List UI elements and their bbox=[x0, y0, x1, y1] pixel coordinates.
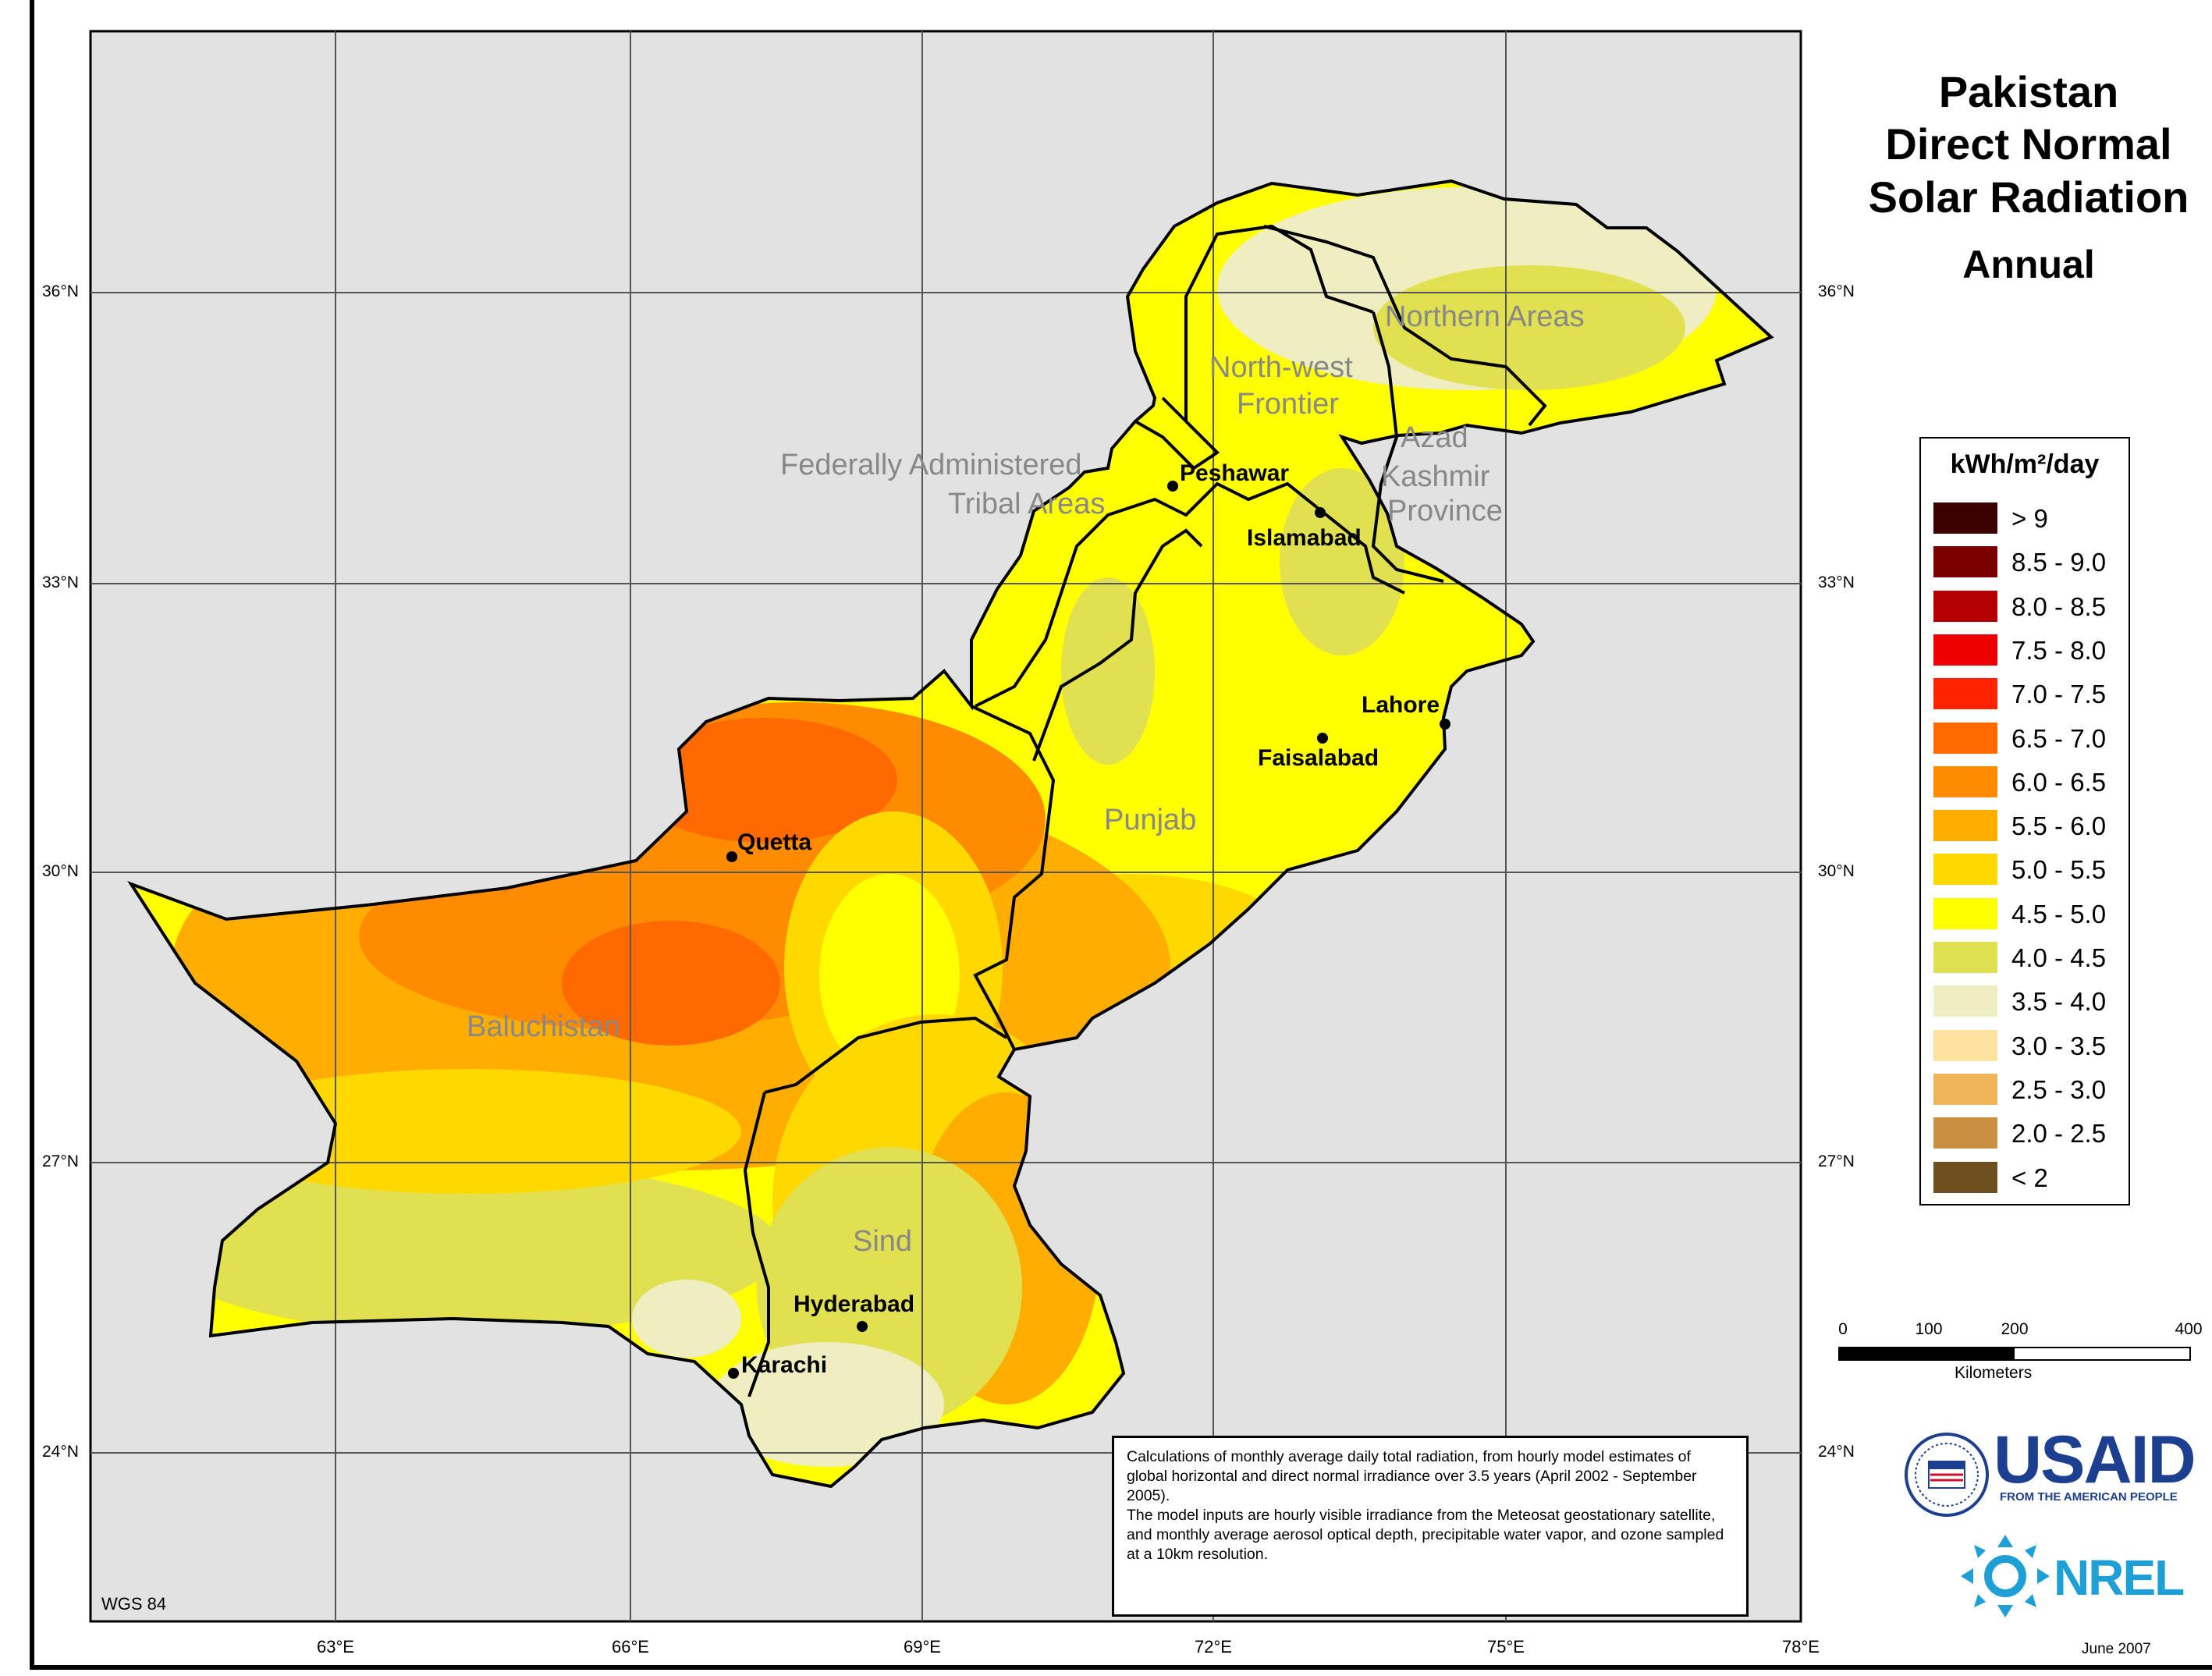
lon-label: 66°E bbox=[612, 1637, 649, 1656]
frame-bottom-line bbox=[30, 1665, 2212, 1670]
city-label-faisalabad: Faisalabad bbox=[1258, 745, 1379, 771]
legend-swatch bbox=[1933, 1117, 1997, 1149]
legend-label: 7.0 - 7.5 bbox=[2011, 680, 2107, 709]
region-label-northern-areas: Northern Areas bbox=[1385, 300, 1585, 333]
region-label-azad-kashmir: Azad bbox=[1401, 421, 1468, 454]
region-label-azad-kashmir: Kashmir bbox=[1381, 460, 1490, 493]
city-label-lahore: Lahore bbox=[1362, 692, 1440, 718]
legend-swatch bbox=[1933, 590, 1997, 622]
legend-swatch bbox=[1933, 942, 1997, 973]
city-marker-quetta bbox=[726, 851, 737, 862]
lat-label-right: 33°N bbox=[1818, 573, 1855, 591]
legend-label: 2.0 - 2.5 bbox=[2011, 1119, 2107, 1149]
city-marker-lahore bbox=[1440, 719, 1450, 730]
scale-bar-tick: 0 bbox=[1838, 1320, 1848, 1338]
lat-label-right: 27°N bbox=[1818, 1152, 1855, 1170]
date-label: June 2007 bbox=[2082, 1641, 2151, 1657]
legend-swatch bbox=[1933, 765, 1997, 797]
city-marker-peshawar bbox=[1167, 481, 1178, 492]
legend-label: < 2 bbox=[2011, 1163, 2048, 1192]
region-label-fata: Tribal Areas bbox=[948, 488, 1106, 520]
province-boundaries bbox=[743, 224, 1547, 1397]
city-label-islamabad: Islamabad bbox=[1247, 525, 1362, 551]
lon-label: 63°E bbox=[317, 1637, 354, 1656]
legend-swatch bbox=[1933, 502, 1997, 534]
usaid-logo: USAID bbox=[1994, 1422, 2196, 1497]
legend-label: 2.5 - 3.0 bbox=[2011, 1074, 2107, 1104]
legend-swatch bbox=[1933, 985, 1997, 1017]
legend-swatch bbox=[1933, 678, 1997, 710]
region-label-sind: Sind bbox=[853, 1225, 913, 1258]
legend-swatch bbox=[1933, 897, 1997, 929]
legend-title: kWh/m²/day bbox=[1950, 449, 2100, 479]
legend-label: 8.5 - 9.0 bbox=[2011, 548, 2107, 577]
datum-label: WGS 84 bbox=[101, 1594, 167, 1614]
scale-bar-tick: 400 bbox=[2175, 1320, 2203, 1338]
legend: kWh/m²/day > 9 8.5 - 9.0 8.0 - 8.5 7.5 - 8.… bbox=[1919, 437, 2130, 1206]
usaid-tagline: FROM THE AMERICAN PEOPLE bbox=[2000, 1490, 2178, 1504]
city-marker-islamabad bbox=[1315, 507, 1326, 518]
legend-swatch bbox=[1933, 1161, 1997, 1193]
legend-label: 4.5 - 5.0 bbox=[2011, 899, 2107, 929]
city-marker-karachi bbox=[728, 1368, 739, 1379]
city-label-quetta: Quetta bbox=[737, 829, 812, 855]
city-marker-faisalabad bbox=[1317, 733, 1328, 744]
map-title-line: Solar Radiation bbox=[1868, 172, 2189, 222]
legend-swatch bbox=[1933, 634, 1997, 666]
region-label-punjab: Punjab bbox=[1104, 804, 1197, 836]
region-label-fata: Federally Administered bbox=[780, 449, 1082, 481]
note-paragraph: The model inputs are hourly visible irra… bbox=[1127, 1507, 1724, 1563]
legend-label: 6.5 - 7.0 bbox=[2011, 723, 2107, 753]
legend-label: 8.0 - 8.5 bbox=[2011, 591, 2107, 621]
lat-label-right: 30°N bbox=[1818, 862, 1855, 880]
legend-swatch bbox=[1933, 1029, 1997, 1061]
legend-label: 3.5 - 4.0 bbox=[2011, 987, 2107, 1017]
nrel-logo-icon bbox=[1961, 1535, 2050, 1617]
scale-bar-unit: Kilometers bbox=[1955, 1364, 2033, 1382]
usaid-seal-icon bbox=[1905, 1433, 1989, 1517]
legend-swatch bbox=[1933, 546, 1997, 578]
region-label-baluchistan: Baluchistan bbox=[467, 1010, 620, 1043]
legend-label: 4.0 - 4.5 bbox=[2011, 943, 2107, 972]
legend-label: 7.5 - 8.0 bbox=[2011, 635, 2107, 665]
legend-label: 6.0 - 6.5 bbox=[2011, 767, 2107, 797]
legend-swatch bbox=[1933, 1073, 1997, 1105]
city-label-hyderabad: Hyderabad bbox=[794, 1291, 915, 1317]
legend-label: > 9 bbox=[2011, 504, 2048, 533]
nrel-logo: NREL bbox=[2054, 1550, 2185, 1606]
legend-label: 5.0 - 5.5 bbox=[2011, 855, 2107, 885]
legend-swatch bbox=[1933, 722, 1997, 754]
lat-label-right: 24°N bbox=[1818, 1443, 1855, 1461]
region-label-azad-kashmir: Province bbox=[1387, 495, 1503, 527]
legend-label: 5.5 - 6.0 bbox=[2011, 811, 2107, 841]
lon-label: 69°E bbox=[904, 1637, 941, 1656]
lat-label-left: 36°N bbox=[42, 282, 79, 300]
region-label-nwfp: Frontier bbox=[1237, 388, 1339, 421]
city-label-peshawar: Peshawar bbox=[1180, 460, 1290, 486]
note-paragraph: Calculations of monthly average daily to… bbox=[1127, 1448, 1697, 1504]
map-title-line: Pakistan bbox=[1938, 67, 2119, 116]
map-subtitle: Annual bbox=[1962, 243, 2095, 286]
city-label-karachi: Karachi bbox=[741, 1352, 828, 1378]
scale-bar-tick: 200 bbox=[2001, 1320, 2029, 1338]
legend-swatch bbox=[1933, 810, 1997, 842]
region-label-nwfp: North-west bbox=[1209, 351, 1353, 384]
lat-label-left: 30°N bbox=[42, 862, 79, 880]
map-title-line: Direct Normal bbox=[1885, 119, 2172, 169]
lat-label-left: 27°N bbox=[42, 1152, 79, 1170]
lon-label: 78°E bbox=[1782, 1637, 1820, 1656]
lat-label-left: 24°N bbox=[42, 1443, 79, 1461]
frame-left-line bbox=[30, 0, 34, 1670]
scale-bar-tick: 100 bbox=[1915, 1320, 1943, 1338]
lon-label: 72°E bbox=[1195, 1637, 1232, 1656]
city-marker-hyderabad bbox=[857, 1321, 868, 1332]
legend-label: 3.0 - 3.5 bbox=[2011, 1031, 2107, 1060]
lon-label: 75°E bbox=[1487, 1637, 1525, 1656]
lat-label-left: 33°N bbox=[42, 573, 79, 591]
lat-label-right: 36°N bbox=[1818, 282, 1855, 300]
scale-bar bbox=[1838, 1347, 2191, 1361]
methodology-note: Calculations of monthly average daily to… bbox=[1112, 1436, 1749, 1617]
legend-swatch bbox=[1933, 854, 1997, 886]
